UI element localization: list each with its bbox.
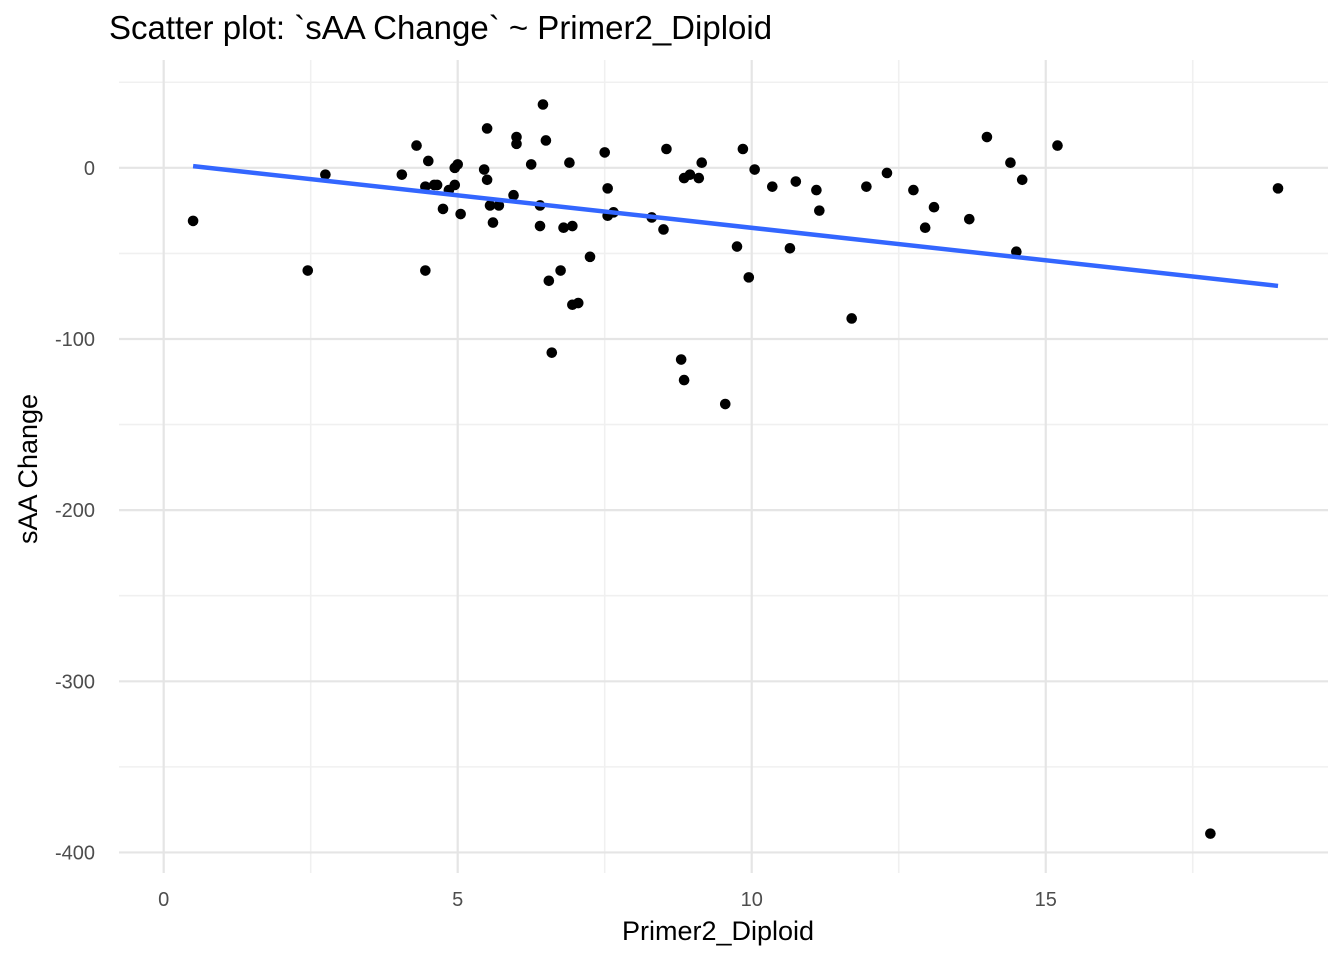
data-point — [963, 213, 975, 225]
data-point — [599, 147, 611, 158]
data-point — [981, 131, 993, 143]
data-point — [525, 159, 537, 170]
data-point — [543, 275, 555, 287]
data-point — [558, 222, 569, 234]
data-point — [484, 200, 496, 211]
y-tick-label: 0 — [84, 158, 95, 180]
data-point — [455, 208, 466, 220]
regression-line — [192, 163, 1279, 289]
data-point — [187, 215, 199, 227]
data-point — [452, 159, 464, 170]
data-point — [658, 224, 669, 235]
data-point — [602, 183, 613, 194]
data-point — [572, 297, 584, 309]
data-point — [584, 251, 596, 263]
data-point — [814, 205, 825, 216]
y-tick-label: -400 — [55, 842, 95, 864]
data-point — [675, 354, 687, 365]
data-point — [508, 189, 519, 201]
data-point — [749, 164, 760, 175]
chart-title: Scatter plot: `sAA Change` ~ Primer2_Dip… — [109, 9, 772, 46]
x-tick-label: 0 — [158, 889, 169, 911]
x-tick-label: 5 — [452, 889, 463, 911]
data-point — [481, 123, 493, 134]
data-point — [449, 179, 461, 191]
data-point — [908, 184, 919, 196]
data-point — [731, 241, 743, 252]
data-point — [790, 176, 802, 187]
data-point — [1016, 174, 1028, 186]
y-axis-title: sAA Change — [13, 394, 43, 544]
data-point — [737, 143, 749, 155]
data-point — [767, 181, 778, 192]
regression-line-group — [192, 163, 1279, 289]
data-point — [719, 398, 731, 410]
data-point — [546, 347, 558, 358]
data-point — [481, 174, 493, 186]
data-point — [693, 172, 705, 184]
data-point — [928, 201, 940, 213]
data-point — [437, 203, 449, 215]
data-point — [1052, 140, 1063, 151]
y-tick-label: -200 — [55, 500, 95, 522]
grid — [119, 60, 1328, 873]
data-point — [564, 157, 575, 168]
data-point — [567, 220, 578, 232]
data-point — [396, 169, 408, 180]
data-point — [411, 140, 422, 151]
data-point — [846, 313, 857, 324]
data-point — [478, 164, 490, 175]
data-point — [420, 265, 431, 276]
data-points — [187, 99, 1284, 839]
data-point — [1272, 183, 1284, 194]
y-axis-ticks: -400 -300 -200 -100 0 — [55, 158, 95, 865]
x-tick-label: 15 — [1035, 889, 1057, 911]
data-point — [555, 265, 566, 276]
data-point — [540, 135, 552, 146]
data-point — [811, 184, 822, 196]
data-point — [302, 265, 314, 276]
data-point — [684, 169, 696, 180]
data-point — [1011, 246, 1022, 257]
y-tick-label: -100 — [55, 329, 95, 351]
data-point — [919, 222, 931, 234]
x-axis-title: Primer2_Diploid — [622, 916, 814, 946]
data-point — [534, 220, 546, 232]
data-point — [493, 200, 505, 211]
data-point — [1005, 157, 1016, 168]
data-point — [881, 167, 893, 179]
data-point — [661, 143, 672, 155]
y-tick-label: -300 — [55, 671, 95, 693]
data-point — [423, 155, 434, 167]
data-point — [511, 138, 522, 150]
data-point — [861, 181, 872, 192]
data-point — [678, 374, 690, 386]
data-point — [784, 242, 796, 254]
data-point — [537, 99, 549, 110]
data-point — [431, 179, 443, 191]
data-point — [1205, 828, 1216, 839]
data-point — [487, 217, 499, 228]
data-point — [320, 169, 331, 180]
data-point — [696, 157, 708, 168]
x-tick-label: 10 — [741, 889, 763, 911]
x-axis-ticks: 0 5 10 15 — [158, 889, 1057, 911]
data-point — [743, 272, 755, 283]
